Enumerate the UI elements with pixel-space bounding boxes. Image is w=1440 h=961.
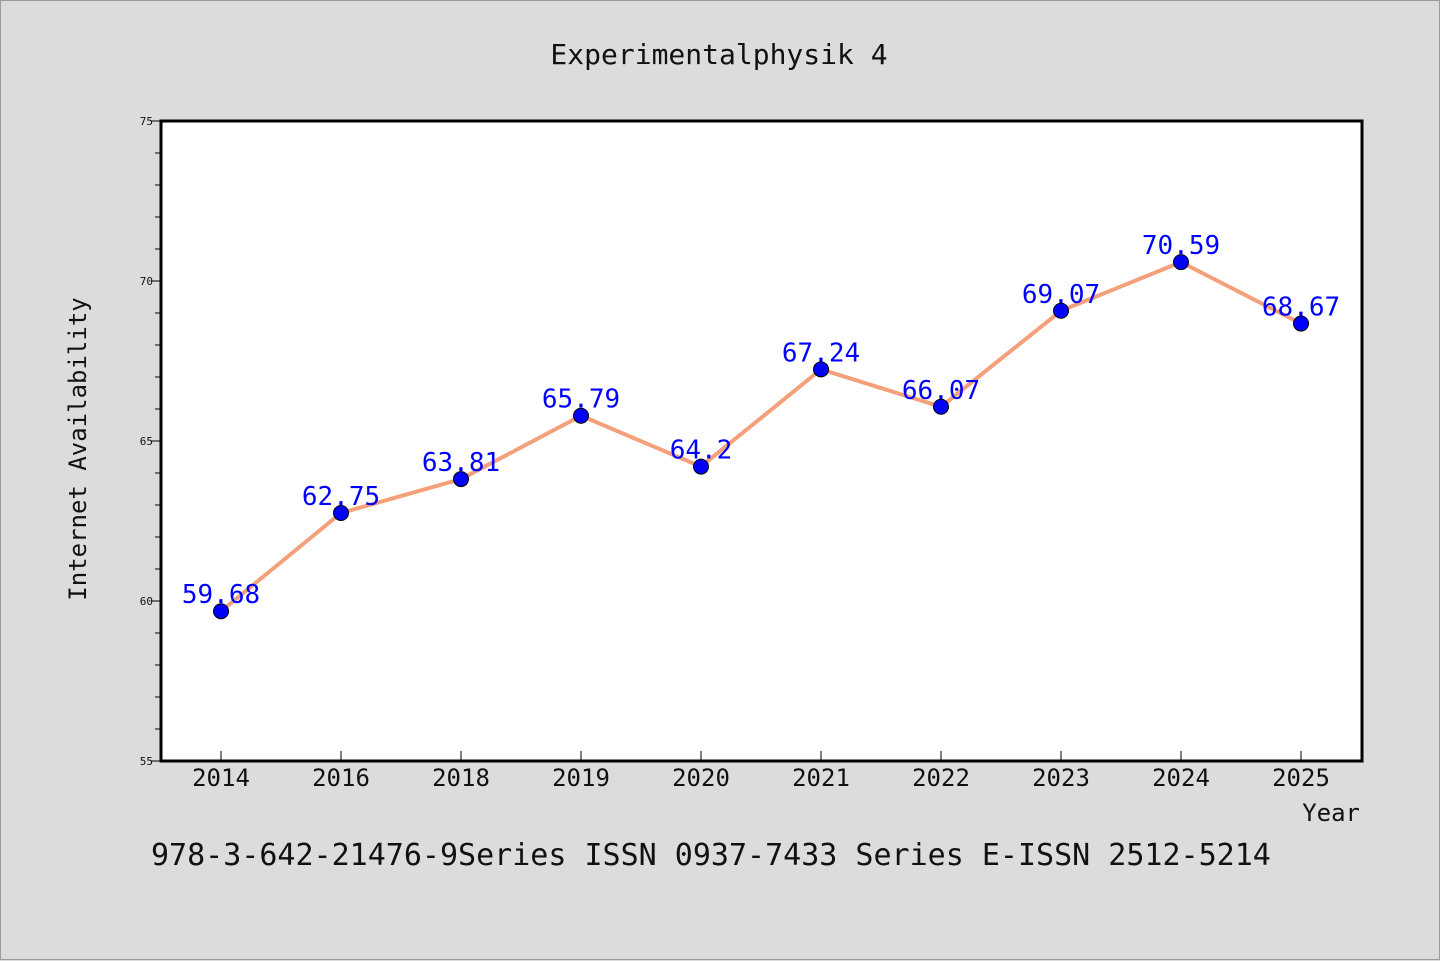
data-point <box>1293 315 1309 332</box>
y-axis: 55 60 65 70 75 <box>140 115 161 768</box>
data-label: 69.07 <box>1022 280 1100 310</box>
x-tick-label: 2016 <box>312 764 370 792</box>
x-tick-label: 2019 <box>552 764 610 792</box>
data-label: 66.07 <box>902 376 980 406</box>
data-point <box>573 407 589 424</box>
data-label: 63.81 <box>422 448 500 478</box>
x-tick-label: 2018 <box>432 764 490 792</box>
x-tick-label: 2023 <box>1032 764 1090 792</box>
y-tick-label: 55 <box>140 755 153 768</box>
data-label: 65.79 <box>542 385 620 415</box>
x-tick-label: 2020 <box>672 764 730 792</box>
x-tick-label: 2025 <box>1272 764 1330 792</box>
y-tick-label: 70 <box>140 275 153 288</box>
x-axis: 2014 2016 2018 2019 2020 2021 2022 2023 2024 2025 <box>192 751 1330 792</box>
data-point <box>213 603 229 620</box>
data-point <box>1053 302 1069 319</box>
x-tick-label: 2024 <box>1152 764 1210 792</box>
x-tick-label: 2014 <box>192 764 250 792</box>
data-point <box>453 471 469 488</box>
data-label: 64.2 <box>670 436 733 466</box>
x-tick-label: 2022 <box>912 764 970 792</box>
data-point <box>933 398 949 415</box>
data-label: 68.67 <box>1262 293 1340 323</box>
plot-frame <box>159 119 1364 763</box>
chart-title: Experimentalphysik 4 <box>550 38 887 71</box>
data-point <box>693 458 709 475</box>
y-tick-label: 75 <box>140 115 153 128</box>
plot-area <box>161 121 1362 761</box>
data-point <box>333 505 349 521</box>
y-tick-label: 65 <box>140 435 153 448</box>
data-point <box>1173 254 1189 271</box>
y-tick-label: 60 <box>140 595 153 608</box>
series-group: 59.68 62.75 63.81 65.79 64.2 67.24 66.07 69.07 7… <box>182 231 1340 620</box>
data-point <box>813 361 829 378</box>
y-axis-label: Internet Availability <box>64 297 92 600</box>
data-label: 67.24 <box>782 338 860 368</box>
x-tick-label: 2021 <box>792 764 850 792</box>
footer-isbn-text: 978-3-642-21476-9Series ISSN 0937-7433 S… <box>151 838 1271 873</box>
data-label: 59.68 <box>182 580 260 610</box>
x-axis-label: Year <box>1302 799 1360 827</box>
series-line <box>219 260 1302 613</box>
data-label: 70.59 <box>1142 231 1220 261</box>
data-label: 62.75 <box>302 482 380 512</box>
